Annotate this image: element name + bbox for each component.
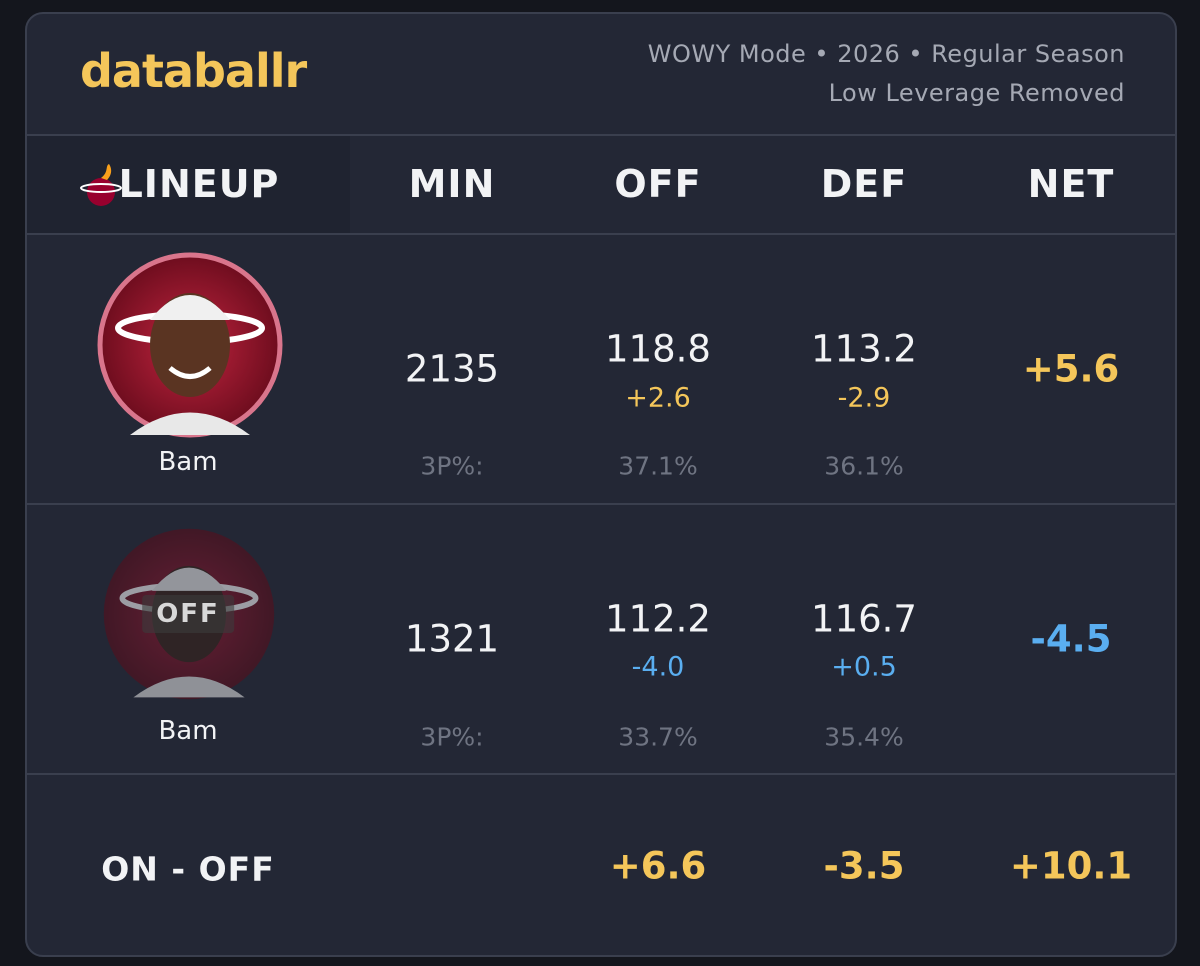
- def-diff: +0.5: [831, 651, 897, 683]
- divider: [27, 503, 1175, 505]
- off-diff: +2.6: [625, 382, 691, 414]
- player-avatar: [97, 252, 283, 438]
- three-pt-label: 3P%:: [420, 451, 484, 481]
- column-header: LINEUP: [118, 162, 280, 206]
- column-header: NET: [1027, 162, 1115, 206]
- off-rating: 118.8: [605, 327, 711, 371]
- minutes: 1321: [404, 617, 500, 661]
- divider: [27, 134, 1175, 136]
- off-three-pt: 37.1%: [618, 451, 698, 481]
- def-rating: 113.2: [811, 327, 917, 371]
- def-three-pt: 36.1%: [824, 451, 904, 481]
- three-pt-label: 3P%:: [420, 722, 484, 752]
- subtitle: Low Leverage Removed: [828, 79, 1125, 107]
- summary-off: +6.6: [609, 844, 707, 888]
- lineup-header-bg: [27, 136, 350, 235]
- column-header: MIN: [408, 162, 496, 206]
- off-three-pt: 33.7%: [618, 722, 698, 752]
- summary-net: +10.1: [1009, 844, 1133, 888]
- column-header: OFF: [614, 162, 702, 206]
- subtitle: WOWY Mode • 2026 • Regular Season: [647, 40, 1125, 68]
- player-name: Bam: [158, 716, 218, 746]
- column-header: DEF: [820, 162, 908, 206]
- off-badge: OFF: [142, 595, 234, 633]
- def-diff: -2.9: [837, 382, 891, 414]
- def-rating: 116.7: [811, 597, 917, 641]
- off-rating: 112.2: [605, 597, 711, 641]
- player-name: Bam: [158, 447, 218, 477]
- team-logo: [80, 164, 122, 206]
- divider: [27, 773, 1175, 775]
- def-three-pt: 35.4%: [824, 722, 904, 752]
- off-diff: -4.0: [631, 651, 685, 683]
- divider: [27, 233, 1175, 235]
- minutes: 2135: [404, 347, 500, 391]
- brand: databallr: [80, 44, 307, 98]
- summary-label: ON - OFF: [101, 849, 275, 889]
- net-rating: +5.6: [1022, 347, 1120, 391]
- stats-card: databallr WOWY Mode • 2026 • Regular Sea…: [25, 12, 1177, 957]
- net-rating: -4.5: [1030, 617, 1112, 661]
- summary-def: -3.5: [823, 844, 905, 888]
